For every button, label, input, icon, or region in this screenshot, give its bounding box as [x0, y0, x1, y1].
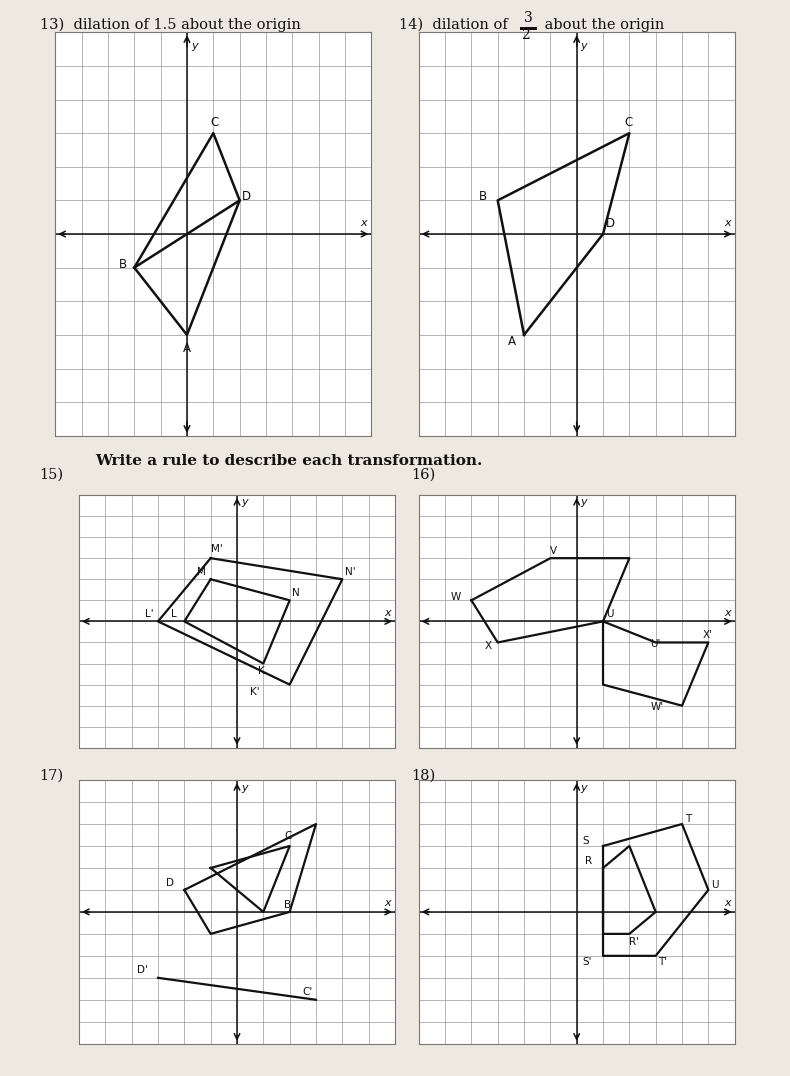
Text: B: B — [284, 900, 292, 909]
Text: S: S — [582, 836, 589, 846]
Text: U': U' — [650, 639, 660, 649]
Text: M': M' — [211, 543, 223, 554]
Text: V: V — [551, 546, 558, 556]
Text: 3: 3 — [524, 11, 532, 25]
Text: x: x — [385, 608, 391, 618]
Text: 15): 15) — [40, 468, 64, 482]
Text: 14)  dilation of: 14) dilation of — [399, 18, 513, 32]
Text: N': N' — [345, 567, 356, 577]
Text: x: x — [724, 608, 731, 618]
Text: U: U — [711, 880, 718, 890]
Text: 16): 16) — [411, 468, 435, 482]
Text: x: x — [724, 217, 731, 228]
Text: W: W — [450, 592, 461, 603]
Text: y: y — [241, 497, 247, 508]
Text: W': W' — [650, 702, 664, 712]
Text: x: x — [724, 898, 731, 908]
Text: y: y — [581, 41, 587, 51]
Text: D': D' — [137, 965, 148, 976]
Text: 18): 18) — [411, 769, 435, 783]
Text: x: x — [385, 898, 391, 908]
Text: D: D — [243, 190, 251, 203]
Text: y: y — [581, 497, 587, 508]
Text: S': S' — [582, 957, 592, 966]
Text: K: K — [258, 666, 265, 676]
Text: y: y — [241, 783, 247, 793]
Text: L': L' — [145, 609, 153, 619]
Text: D: D — [166, 878, 174, 888]
Text: A: A — [183, 342, 191, 355]
Text: N: N — [292, 589, 300, 598]
Text: 17): 17) — [40, 769, 64, 783]
Text: L: L — [171, 609, 177, 619]
Text: X': X' — [703, 631, 713, 640]
Text: y: y — [581, 783, 587, 793]
Text: C: C — [284, 832, 292, 841]
Text: X: X — [484, 641, 491, 651]
Text: R': R' — [630, 937, 639, 947]
Text: C: C — [211, 116, 219, 129]
Text: Write a rule to describe each transformation.: Write a rule to describe each transforma… — [95, 454, 482, 468]
Text: T': T' — [658, 957, 668, 966]
Text: about the origin: about the origin — [540, 18, 664, 32]
Text: K': K' — [250, 688, 260, 697]
Text: C': C' — [303, 988, 313, 997]
Text: x: x — [361, 217, 367, 228]
Text: A: A — [508, 335, 516, 348]
Text: B: B — [480, 190, 487, 203]
Text: T: T — [685, 813, 691, 824]
Text: R: R — [585, 855, 592, 865]
Text: 13)  dilation of 1.5 about the origin: 13) dilation of 1.5 about the origin — [40, 17, 300, 32]
Text: U: U — [606, 609, 613, 619]
Text: y: y — [191, 41, 198, 51]
Text: 2: 2 — [521, 28, 530, 42]
Text: M: M — [198, 567, 206, 577]
Text: C: C — [624, 116, 632, 129]
Text: B: B — [118, 257, 126, 271]
Text: D: D — [606, 217, 615, 230]
